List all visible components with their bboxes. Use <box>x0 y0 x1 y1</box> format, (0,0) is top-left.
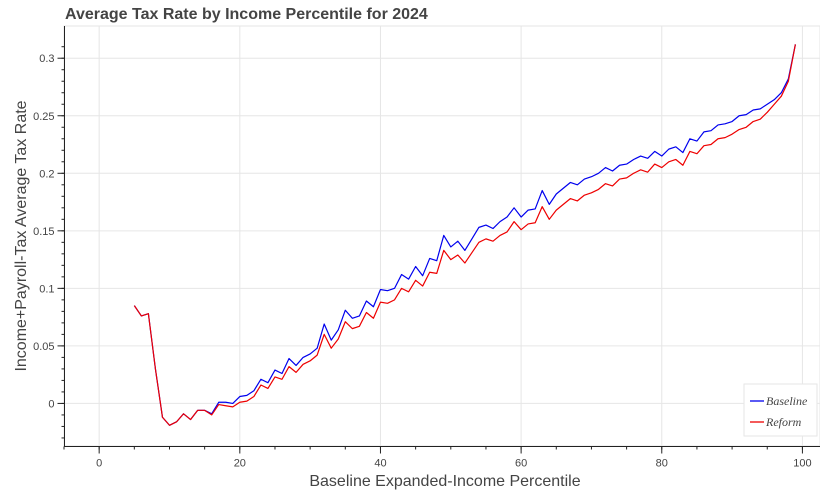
y-tick-label: 0.25 <box>33 111 54 123</box>
x-tick-label: 20 <box>234 458 246 470</box>
y-tick-label: 0.3 <box>39 53 54 65</box>
legend-box <box>743 383 818 437</box>
y-tick-label: 0.1 <box>39 283 54 295</box>
x-tick-label: 60 <box>515 458 527 470</box>
y-tick-label: 0 <box>48 398 54 410</box>
y-tick-label: 0.15 <box>33 226 54 238</box>
x-axis-label: Baseline Expanded-Income Percentile <box>309 473 580 490</box>
y-tick-label: 0.05 <box>33 341 54 353</box>
y-tick-label: 0.2 <box>39 168 54 180</box>
plot-border <box>63 25 820 447</box>
x-tick-label: 80 <box>656 458 668 470</box>
series-line-baseline <box>133 44 796 426</box>
grid <box>64 26 820 446</box>
series-line-reform <box>133 44 796 426</box>
y-axis-label: Income+Payroll-Tax Average Tax Rate <box>13 100 30 371</box>
x-tick-label: 0 <box>96 458 102 470</box>
series-lines <box>133 44 796 426</box>
chart-title: Average Tax Rate by Income Percentile fo… <box>65 6 428 23</box>
x-tick-label: 100 <box>793 458 811 470</box>
legend-label-baseline: Baseline <box>766 394 808 408</box>
legend-label-reform: Reform <box>765 415 802 429</box>
legend: Baseline Reform <box>743 383 818 437</box>
axes: 0 0.05 0.1 0.15 0.2 0.25 0.3 0 20 40 60 80 100 <box>33 26 820 470</box>
x-tick-label: 40 <box>374 458 386 470</box>
